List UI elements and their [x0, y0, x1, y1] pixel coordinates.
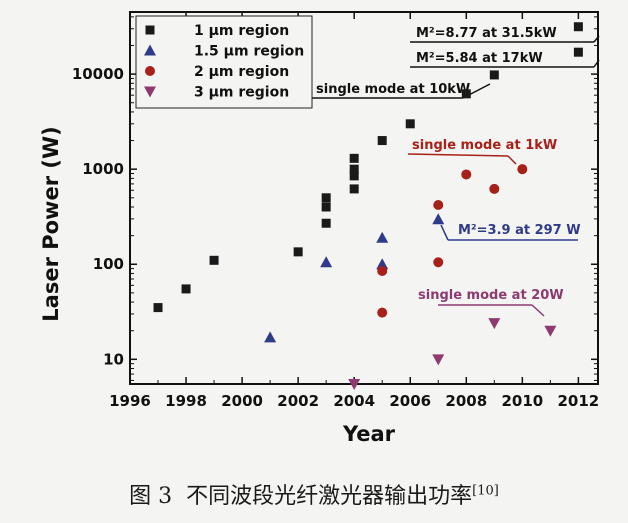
legend-entry-label: 2 μm region — [194, 64, 289, 80]
data-point-series-4 — [432, 354, 445, 366]
data-point-series-1 — [293, 247, 303, 257]
data-point-series-1 — [349, 184, 359, 194]
data-point-series-3 — [377, 307, 388, 318]
data-point-series-1 — [377, 136, 387, 146]
x-tick-label: 2004 — [333, 392, 375, 410]
x-tick-label: 1998 — [165, 392, 207, 410]
data-point-series-3 — [517, 164, 528, 175]
legend-marker — [145, 66, 155, 76]
x-tick-label: 2002 — [277, 392, 319, 410]
data-point-series-1 — [573, 47, 583, 57]
data-point-series-3 — [489, 183, 500, 194]
figure-caption: 图 3 不同波段光纤激光器输出功率[10] — [0, 478, 628, 510]
x-tick-label: 2010 — [501, 392, 543, 410]
annotation-label: single mode at 1kW — [412, 138, 557, 153]
caption-text: 不同波段光纤激光器输出功率 — [186, 484, 473, 509]
legend-marker — [145, 25, 155, 35]
data-point-series-1 — [153, 303, 163, 313]
y-tick-label: 10000 — [72, 65, 124, 83]
x-tick-label: 2008 — [445, 392, 487, 410]
annotation-leader-line — [507, 155, 517, 165]
data-point-series-4 — [544, 325, 557, 337]
y-axis-title: Laser Power (W) — [39, 126, 63, 321]
x-tick-label: 2006 — [389, 392, 431, 410]
x-tick-label: 2012 — [558, 392, 600, 410]
annotation-leader-line — [593, 35, 600, 43]
data-point-series-1 — [349, 153, 359, 163]
y-tick-label: 1000 — [82, 160, 124, 178]
data-point-series-1 — [209, 255, 219, 265]
legend-marker — [144, 44, 156, 56]
data-point-series-4 — [348, 379, 361, 390]
data-point-series-1 — [321, 202, 331, 212]
annotation-label: single mode at 20W — [418, 288, 564, 303]
data-point-series-1 — [461, 89, 471, 99]
annotation-label: M²=8.77 at 31.5kW — [416, 26, 557, 41]
data-point-series-2 — [320, 256, 333, 268]
data-point-series-3 — [433, 257, 444, 268]
data-point-series-3 — [461, 169, 472, 180]
data-point-series-1 — [349, 164, 359, 174]
data-point-series-1 — [489, 70, 499, 80]
data-point-series-1 — [321, 218, 331, 228]
chart: 1996 1998 2000 2002 2004 2006 2008 2010 2012 10 10… — [39, 11, 600, 446]
legend-box — [135, 15, 313, 109]
annotation-leader-line — [440, 224, 449, 241]
data-point-series-2 — [376, 231, 389, 243]
legend-marker — [144, 86, 156, 98]
data-point-series-3 — [377, 265, 388, 276]
x-axis-title: Year — [342, 422, 396, 446]
annotation-label: single mode at 10kW — [316, 82, 470, 97]
annotation-leader-line — [593, 59, 600, 68]
annotation-leader-line — [407, 153, 509, 157]
caption-figure-number: 图 3 — [129, 484, 173, 509]
annotation-label: M²=5.84 at 17kW — [416, 51, 543, 66]
y-tick-label: 100 — [93, 255, 124, 273]
data-point-series-2 — [264, 331, 277, 343]
y-tick-label: 10 — [103, 350, 124, 368]
data-point-series-1 — [181, 284, 191, 294]
legend-entry-label: 1 μm region — [194, 23, 289, 39]
data-point-series-1 — [321, 193, 331, 203]
x-tick-label: 1996 — [109, 392, 151, 410]
annotation-label: M²=3.9 at 297 W — [458, 223, 581, 238]
legend-entry-label: 1.5 μm region — [194, 44, 304, 60]
data-point-series-1 — [349, 171, 359, 181]
x-tick-label: 2000 — [221, 392, 263, 410]
annotation-leader-line — [531, 304, 545, 317]
data-point-series-1 — [573, 22, 583, 32]
legend-entry-label: 3 μm region — [194, 85, 289, 101]
data-point-series-2 — [432, 213, 445, 225]
data-point-series-1 — [405, 119, 415, 129]
data-point-series-4 — [488, 318, 501, 330]
caption-reference: [10] — [472, 483, 499, 499]
data-point-series-2 — [376, 258, 389, 270]
data-point-series-3 — [433, 199, 444, 210]
